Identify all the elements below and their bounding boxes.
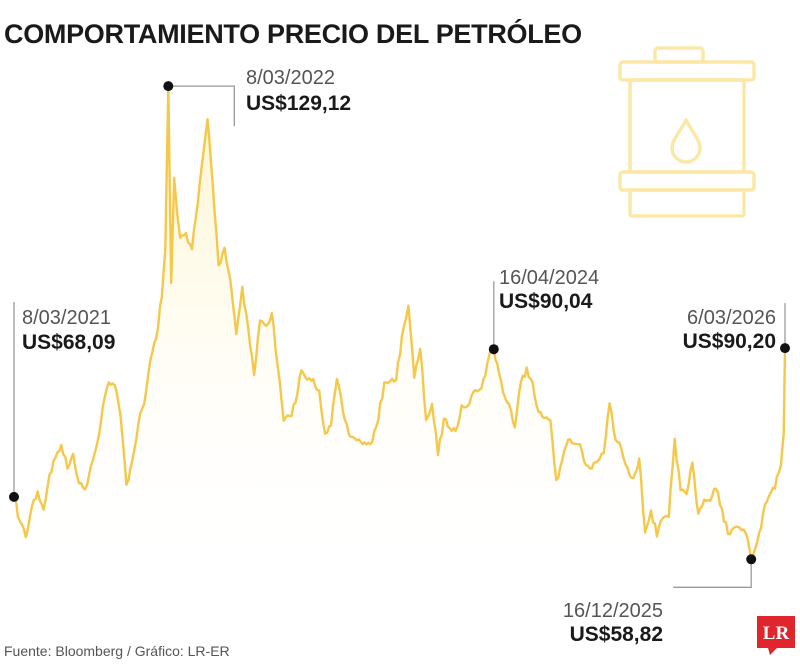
price-area-fill bbox=[14, 86, 785, 586]
annotation-value: US$90,20 bbox=[683, 330, 776, 353]
annotation-point bbox=[163, 81, 174, 92]
annotation-leader bbox=[168, 85, 235, 127]
lr-logo-text: LR bbox=[763, 623, 790, 644]
chart-title: COMPORTAMIENTO PRECIO DEL PETRÓLEO bbox=[4, 18, 582, 49]
annotation-date: 16/04/2024 bbox=[499, 267, 599, 289]
annotation-date: 16/12/2025 bbox=[563, 600, 663, 622]
price-line bbox=[12, 85, 787, 561]
lr-logo: LR bbox=[757, 616, 795, 655]
annotation-leader bbox=[673, 559, 752, 588]
annotation-value: US$90,04 bbox=[499, 290, 593, 313]
annotation-date: 8/03/2021 bbox=[22, 307, 111, 329]
annotation-value: US$68,09 bbox=[22, 331, 115, 354]
annotation-point bbox=[746, 554, 757, 565]
oil-barrel-icon bbox=[618, 46, 756, 218]
annotation-point bbox=[780, 343, 790, 354]
annotation-point bbox=[488, 344, 499, 355]
annotation-value: US$129,12 bbox=[246, 92, 351, 115]
annotation-point bbox=[9, 491, 19, 502]
annotation-value: US$58,82 bbox=[570, 623, 663, 646]
source-note: Fuente: Bloomberg / Gráfico: LR-ER bbox=[4, 643, 230, 659]
annotation-date: 6/03/2026 bbox=[687, 307, 776, 329]
annotation-date: 8/03/2022 bbox=[246, 67, 335, 89]
